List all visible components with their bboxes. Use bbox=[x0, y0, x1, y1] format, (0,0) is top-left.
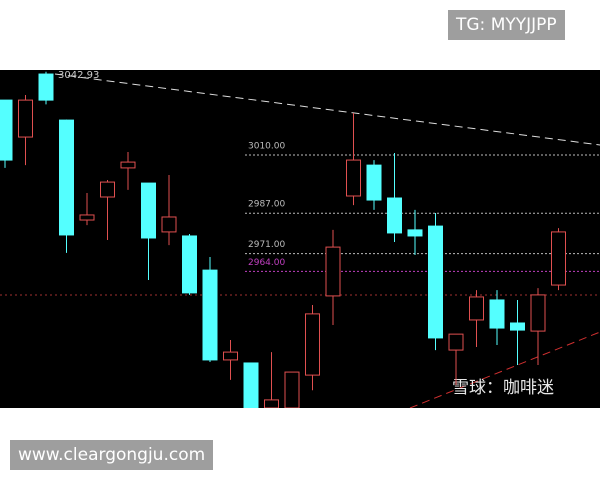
candle-body bbox=[510, 322, 525, 331]
candle-body bbox=[387, 197, 402, 234]
candle-body bbox=[366, 164, 382, 201]
candle-body bbox=[38, 73, 54, 101]
candle-body bbox=[120, 161, 136, 169]
candle-body bbox=[305, 313, 320, 376]
price-label: 2971.00 bbox=[248, 240, 285, 250]
candle-body bbox=[407, 229, 423, 237]
candle-body bbox=[18, 99, 33, 138]
candle-body bbox=[223, 351, 238, 361]
candle-body bbox=[182, 235, 197, 294]
price-label: 2964.00 bbox=[248, 258, 285, 268]
price-label: 3010.00 bbox=[248, 142, 285, 152]
candle-body bbox=[161, 216, 177, 233]
candle-body bbox=[489, 299, 505, 329]
candle-body bbox=[79, 214, 95, 221]
candle-body bbox=[325, 246, 341, 297]
trend-line bbox=[54, 73, 600, 146]
high-label: 3042.93 bbox=[58, 70, 99, 81]
price-label: 2987.00 bbox=[248, 200, 285, 210]
candle-body bbox=[243, 362, 259, 408]
candle-body bbox=[264, 399, 279, 408]
trend-line bbox=[409, 331, 600, 408]
candle-body bbox=[346, 159, 361, 197]
candle-body bbox=[202, 269, 218, 361]
candle-body bbox=[59, 119, 74, 236]
site-label: www.cleargongju.com bbox=[10, 440, 214, 470]
watermark: 雪球：咖啡迷 bbox=[452, 378, 554, 398]
candle-chart: 雪球：咖啡迷 3010.00 2987.00 2971.00 2964.00 3042.… bbox=[0, 70, 600, 408]
tg-label: TG: MYYJJPP bbox=[448, 10, 565, 40]
chart-background bbox=[0, 70, 600, 408]
candle-body bbox=[428, 225, 443, 339]
candle-body bbox=[0, 99, 13, 161]
candle-body bbox=[284, 371, 300, 408]
candle-body bbox=[530, 294, 546, 332]
candle-body bbox=[100, 181, 115, 198]
candle-body bbox=[551, 231, 566, 286]
candle-body bbox=[469, 296, 484, 321]
candle-body bbox=[141, 182, 156, 239]
candle-body bbox=[448, 333, 464, 351]
